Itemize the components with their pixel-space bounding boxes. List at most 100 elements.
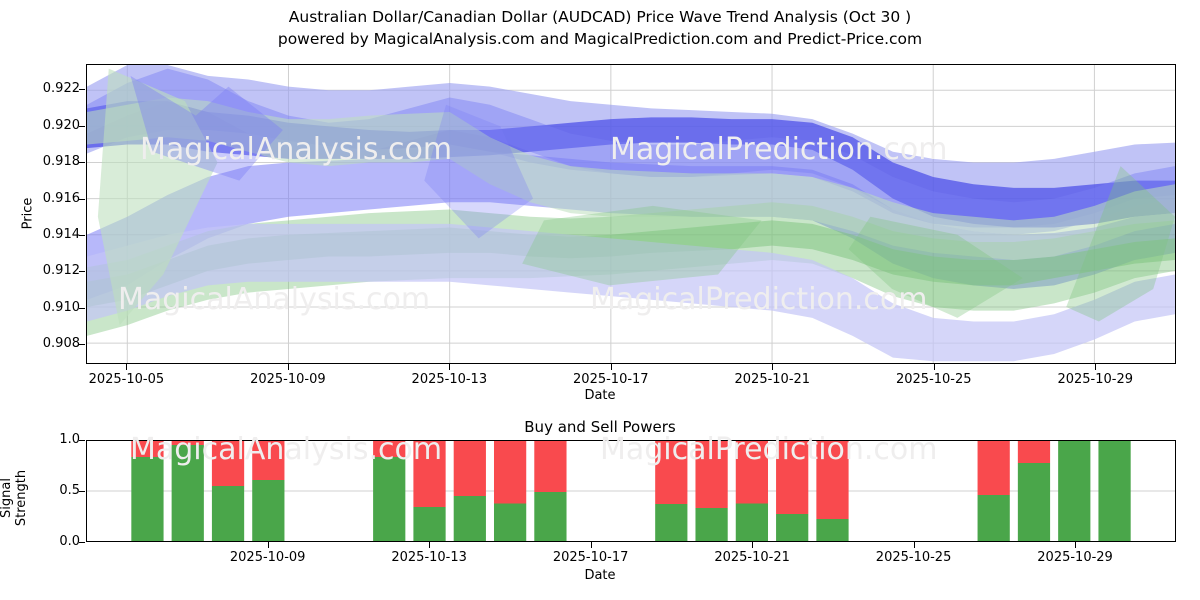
- buy-power-bar: [1098, 441, 1131, 541]
- price-overlay-green-wedge-far-right: [1066, 166, 1175, 322]
- price-chart-plot-area: [86, 64, 1176, 364]
- price-y-tick-mark: [79, 307, 85, 309]
- buy-power-bar: [1017, 463, 1051, 541]
- price-x-axis-title: Date: [584, 388, 616, 403]
- buy-power-bar: [493, 503, 527, 541]
- signal-x-tick-label: 2025-10-21: [714, 550, 790, 565]
- price-x-tick-label: 2025-10-09: [250, 372, 326, 387]
- buy-power-bar: [534, 492, 567, 541]
- signal-x-tick-label: 2025-10-13: [391, 550, 467, 565]
- sell-power-bar: [695, 441, 728, 508]
- signal-x-tick-label: 2025-10-29: [1037, 550, 1113, 565]
- signal-x-tick-mark: [267, 542, 269, 548]
- price-overlay-green-wedge-right: [848, 216, 1023, 318]
- signal-x-tick-mark: [590, 542, 592, 548]
- price-x-tick-label: 2025-10-17: [573, 372, 649, 387]
- price-x-tick-mark: [1095, 364, 1097, 370]
- signal-x-tick-mark: [429, 542, 431, 548]
- buy-power-bar: [816, 519, 849, 541]
- buy-power-bar: [695, 508, 728, 541]
- price-overlay-green-wedge-left: [97, 68, 218, 326]
- buy-power-bar: [977, 495, 1010, 541]
- price-x-tick-mark: [933, 364, 935, 370]
- price-y-tick-mark: [79, 234, 85, 236]
- sell-power-bar: [413, 441, 446, 507]
- price-y-tick-label: 0.914: [42, 226, 80, 242]
- price-x-tick-label: 2025-10-05: [88, 372, 165, 387]
- price-x-tick-mark: [449, 364, 451, 370]
- signal-x-tick-label: 2025-10-17: [552, 550, 629, 565]
- price-y-tick-label: 0.918: [42, 154, 80, 170]
- price-y-tick-label: 0.922: [42, 81, 80, 97]
- price-y-tick-mark: [79, 89, 85, 91]
- buy-sell-bars-svg: [87, 441, 1175, 541]
- signal-x-tick-mark: [913, 542, 915, 548]
- signal-x-tick-label: 2025-10-25: [875, 550, 952, 565]
- buy-power-bar: [776, 514, 809, 541]
- buy-power-bar: [1058, 441, 1091, 541]
- buy-power-bar: [252, 480, 285, 541]
- price-y-tick-label: 0.910: [42, 299, 80, 315]
- sell-power-bar: [534, 441, 567, 492]
- price-band-green-pale-upper: [87, 97, 1175, 261]
- signal-y-tick-label: 1.0: [59, 432, 80, 447]
- price-y-tick-label: 0.908: [42, 336, 80, 351]
- price-wave-svg: [87, 65, 1175, 363]
- price-x-tick-mark: [287, 364, 289, 370]
- price-x-tick-mark: [772, 364, 774, 370]
- signal-x-tick-mark: [1075, 542, 1077, 548]
- price-y-tick-mark: [79, 271, 85, 273]
- signal-y-axis-title: Signal Strength: [0, 469, 29, 527]
- price-band-pale-blue-lower: [87, 223, 1175, 362]
- sell-power-bar: [776, 441, 809, 514]
- price-x-tick-label: 2025-10-13: [411, 372, 488, 387]
- signal-x-tick-label: 2025-10-09: [229, 550, 306, 565]
- buy-power-bar: [453, 496, 486, 541]
- sell-power-bar: [171, 441, 204, 445]
- sell-power-bar: [131, 441, 164, 457]
- price-x-tick-label: 2025-10-21: [734, 372, 811, 387]
- price-y-axis-title: Price: [20, 197, 36, 230]
- buy-power-bar: [131, 457, 164, 541]
- price-band-zigzag-blue-upper: [87, 68, 1175, 235]
- signal-y-tick-mark: [79, 542, 85, 543]
- buy-power-bar: [413, 507, 446, 541]
- price-x-tick-label: 2025-10-25: [895, 372, 972, 387]
- price-y-tick-label: 0.920: [42, 117, 80, 133]
- price-x-tick-mark: [610, 364, 612, 370]
- sell-power-bar: [816, 441, 849, 519]
- sell-power-bar: [1017, 441, 1051, 463]
- signal-chart-title: Buy and Sell Powers: [524, 418, 676, 436]
- sell-power-bar: [211, 441, 245, 486]
- price-x-tick-mark: [126, 364, 128, 370]
- signal-y-tick-mark: [79, 491, 85, 492]
- buy-power-bar: [171, 445, 204, 541]
- price-overlay-green-wedge-mid: [522, 205, 762, 286]
- sell-power-bar: [977, 441, 1010, 495]
- sell-power-bar: [493, 441, 527, 504]
- sell-power-bar: [252, 441, 285, 480]
- signal-y-tick-label: 0.0: [59, 534, 80, 549]
- buy-power-bar: [735, 503, 769, 541]
- buy-power-bar: [655, 504, 688, 541]
- signal-chart-plot-area: [86, 440, 1176, 542]
- sell-power-bar: [735, 441, 769, 504]
- price-y-tick-label: 0.912: [42, 263, 80, 279]
- price-y-tick-mark: [79, 198, 85, 200]
- signal-x-tick-mark: [752, 542, 754, 548]
- sell-power-bar: [453, 441, 486, 496]
- signal-x-axis-title: Date: [584, 568, 616, 583]
- buy-power-bar: [373, 457, 406, 541]
- price-overlay-blue-wedge-mid: [424, 104, 534, 239]
- sell-power-bar: [373, 441, 406, 457]
- price-y-tick-label: 0.916: [42, 190, 80, 206]
- page-title: Australian Dollar/Canadian Dollar (AUDCA…: [0, 6, 1200, 50]
- price-y-tick-mark: [79, 125, 85, 127]
- price-overlay-blue-wedge-left: [130, 75, 283, 181]
- price-y-tick-mark: [79, 344, 85, 345]
- sell-power-bar: [655, 441, 688, 504]
- title-line-1: Australian Dollar/Canadian Dollar (AUDCA…: [288, 8, 912, 26]
- title-line-2: powered by MagicalAnalysis.com and Magic…: [277, 30, 923, 48]
- signal-y-tick-mark: [79, 440, 85, 441]
